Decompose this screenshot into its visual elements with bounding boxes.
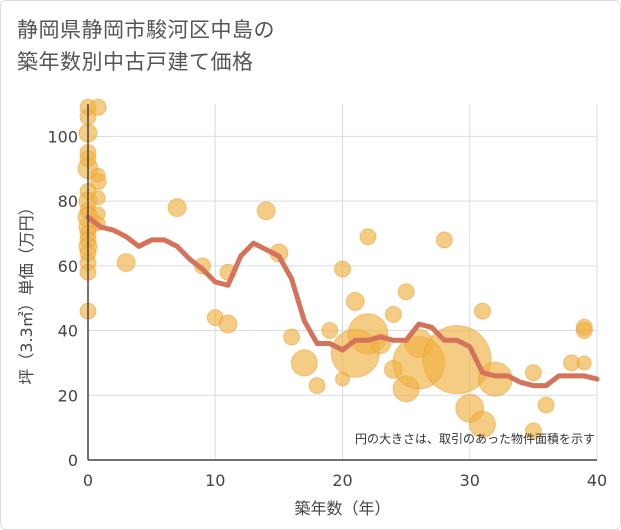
y-tick-label: 20	[58, 386, 78, 405]
x-tick-label: 30	[460, 471, 480, 490]
data-point	[90, 190, 106, 206]
data-point	[473, 302, 491, 320]
data-point	[256, 201, 276, 221]
x-tick-label: 20	[332, 471, 352, 490]
y-tick-label: 80	[58, 192, 78, 211]
data-point	[576, 355, 592, 371]
y-tick-label: 100	[47, 127, 78, 146]
x-tick-label: 10	[205, 471, 225, 490]
bubble-series	[77, 98, 593, 440]
data-point	[290, 349, 318, 377]
data-point	[334, 260, 351, 278]
data-point	[384, 305, 402, 323]
data-point	[524, 364, 542, 382]
data-point	[283, 328, 301, 346]
data-point	[116, 253, 136, 273]
data-point	[89, 173, 107, 191]
chart-title-line-2: 築年数別中古戸建て価格	[17, 50, 254, 74]
y-tick-label: 40	[58, 322, 78, 341]
data-point	[575, 322, 593, 340]
data-point	[524, 422, 542, 440]
data-point	[359, 228, 377, 246]
data-point	[468, 410, 496, 438]
trend-line	[85, 214, 600, 389]
chart-title: 静岡県静岡市駿河区中島の 築年数別中古戸建て価格	[17, 14, 577, 78]
axes: 0 10 20 30 40 0 20 40 60 80 100	[47, 104, 607, 490]
bubble-size-note: 円の大きさは、取引のあった物件面積を示す	[355, 431, 595, 446]
y-axis-label: 坪（3.3㎡）単価（万円）	[17, 199, 36, 384]
chart-title-line-1: 静岡県静岡市駿河区中島の	[17, 18, 275, 42]
data-point	[167, 198, 187, 218]
x-axis-label: 築年数（年）	[294, 499, 390, 518]
data-point	[422, 325, 492, 395]
data-point	[321, 322, 339, 340]
data-point	[308, 377, 326, 395]
data-point	[477, 361, 513, 397]
y-tick-label: 60	[58, 257, 78, 276]
grid-lines	[88, 104, 598, 460]
x-tick-label: 0	[83, 471, 93, 490]
data-point	[218, 314, 238, 334]
data-point	[435, 231, 453, 249]
y-tick-label: 0	[68, 451, 78, 470]
data-point	[397, 283, 415, 301]
data-point	[537, 396, 555, 414]
data-point	[89, 98, 107, 116]
x-tick-label: 40	[587, 471, 607, 490]
data-point	[345, 291, 365, 311]
